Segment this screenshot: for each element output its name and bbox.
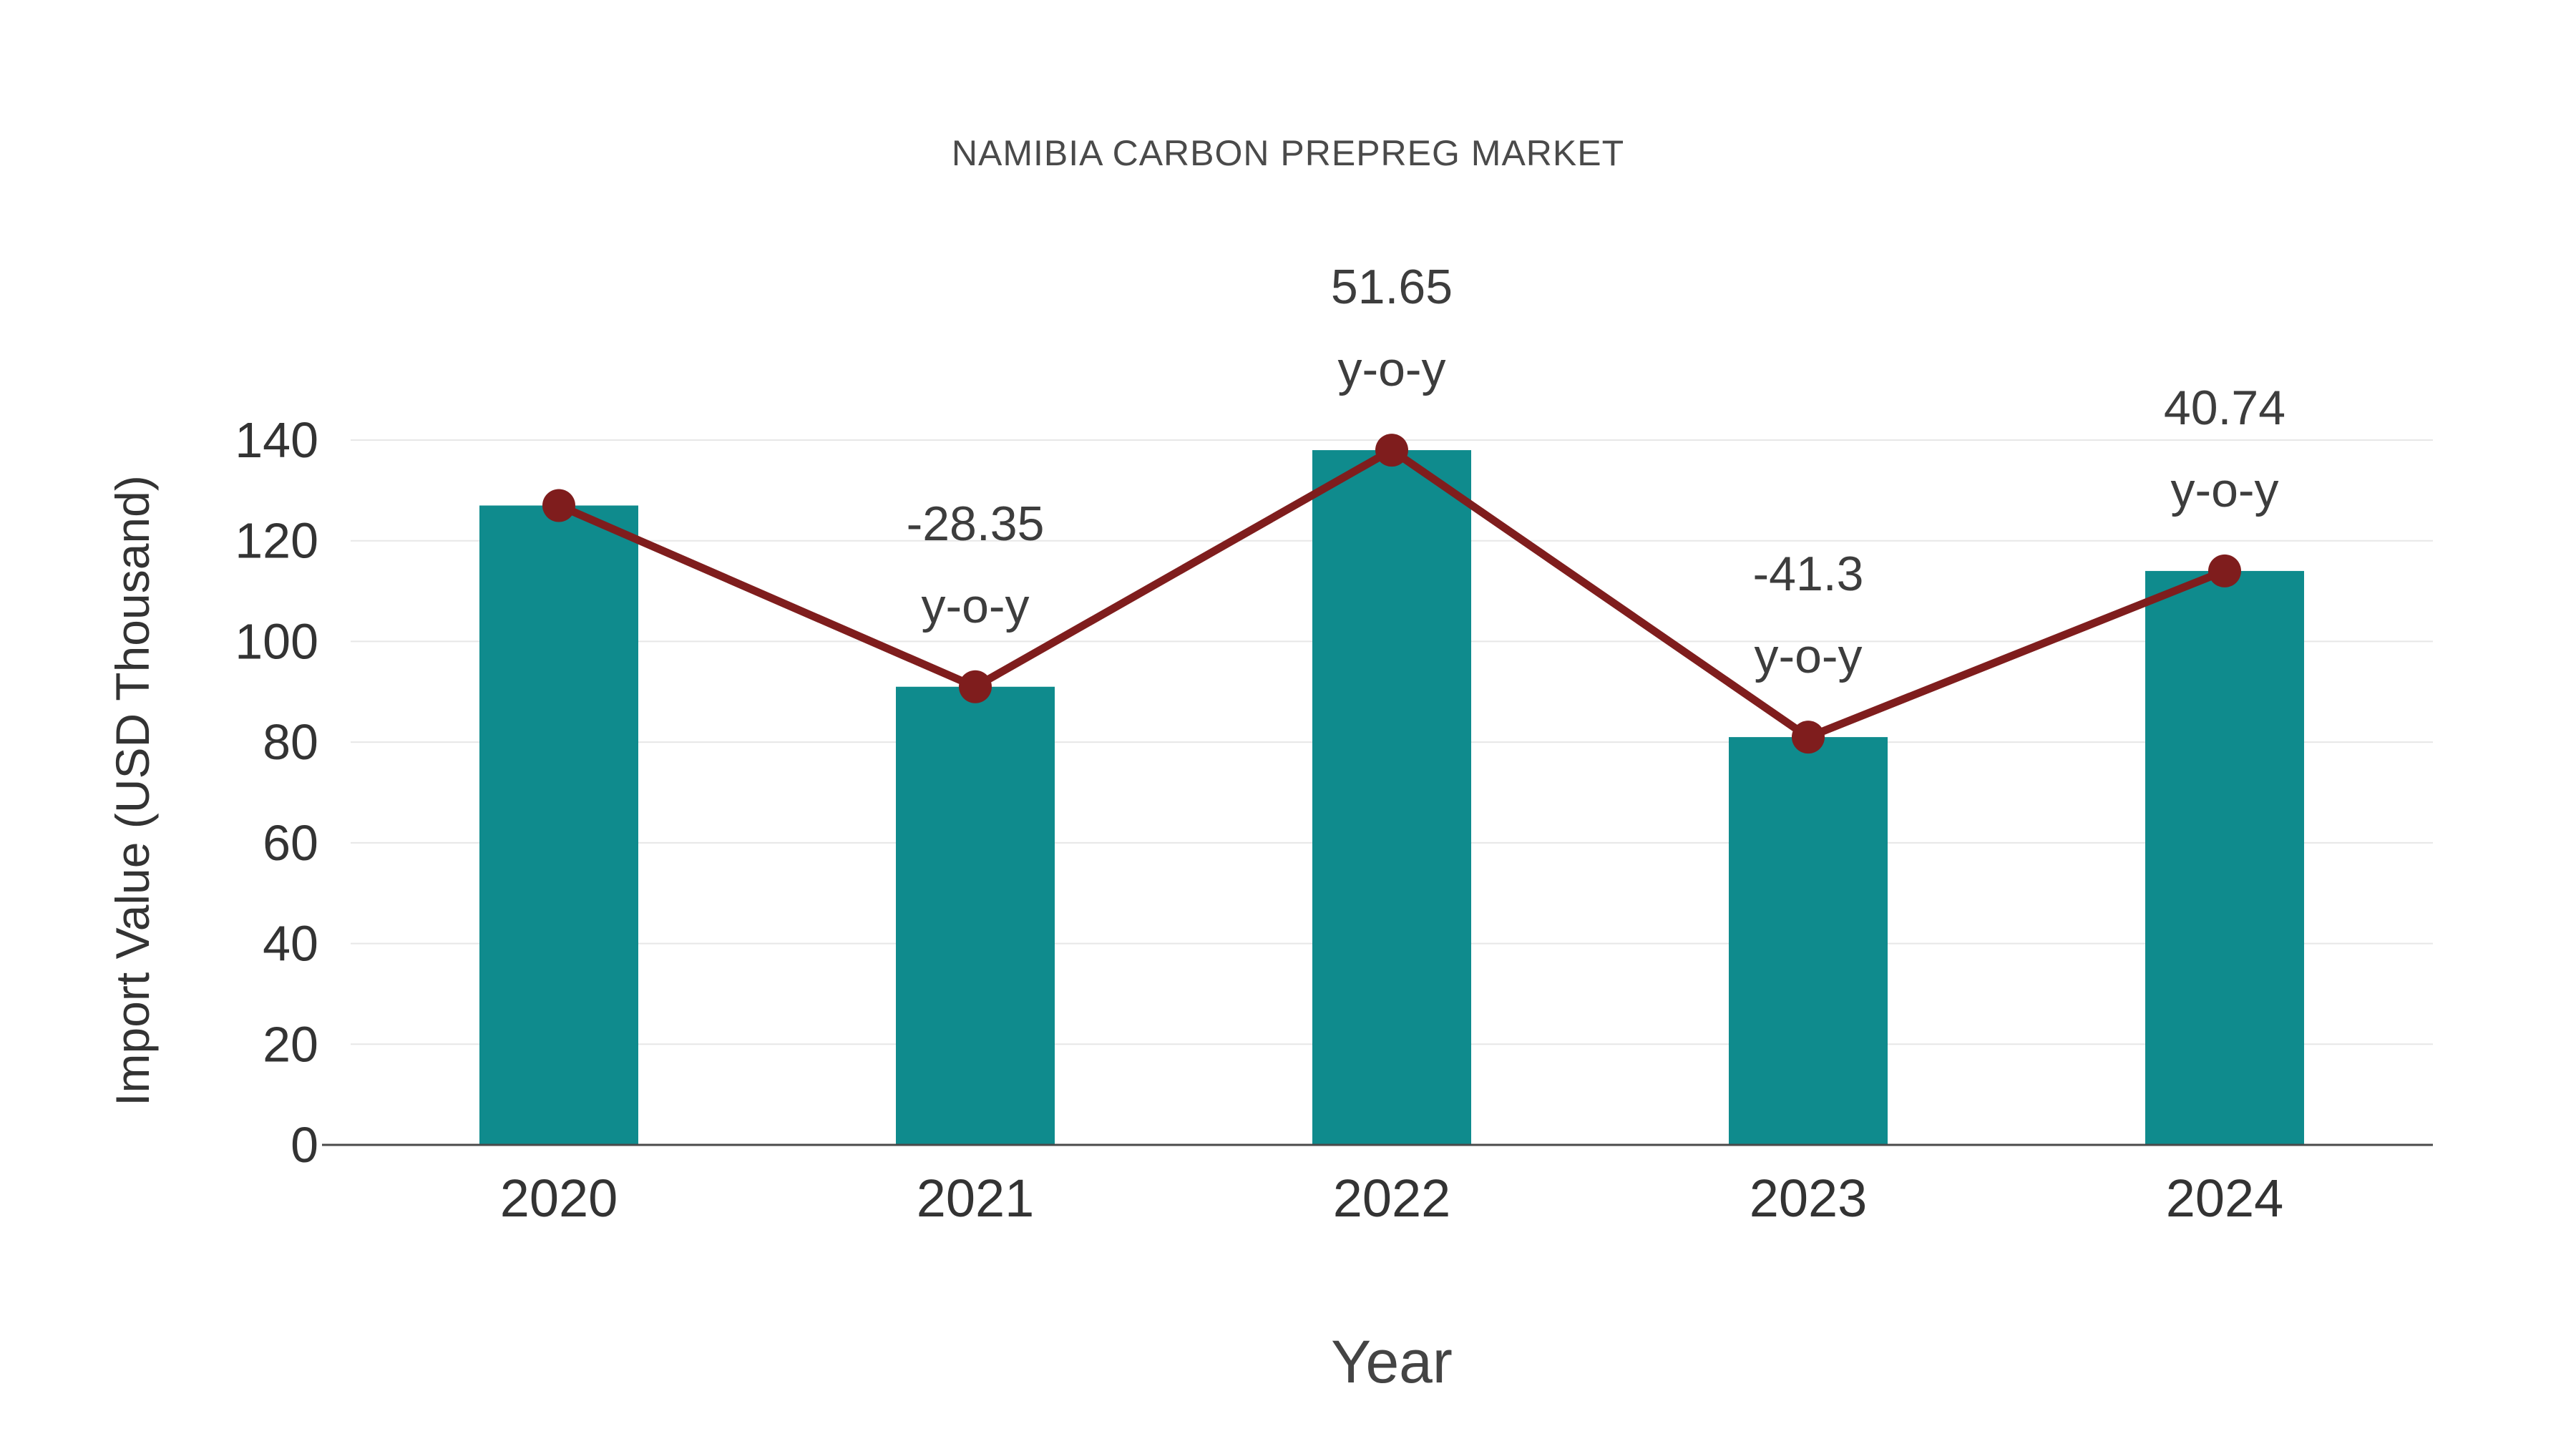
annotation-label: y-o-y: [921, 579, 1029, 633]
line-marker: [1375, 434, 1408, 467]
annotation-label: y-o-y: [1754, 629, 1862, 683]
bar: [1312, 450, 1471, 1145]
x-tick-label: 2021: [917, 1169, 1035, 1228]
y-tick-label: 80: [263, 714, 318, 770]
annotation-label: y-o-y: [2170, 463, 2278, 517]
bar: [479, 505, 638, 1145]
y-tick-label: 100: [235, 613, 318, 669]
line-marker: [1792, 721, 1825, 754]
annotation-value: -28.35: [907, 497, 1045, 551]
x-tick-label: 2022: [1333, 1169, 1451, 1228]
bar: [896, 686, 1055, 1145]
line-marker: [542, 489, 575, 522]
annotation-label: y-o-y: [1337, 342, 1445, 396]
y-tick-label: 20: [263, 1016, 318, 1072]
y-tick-label: 40: [263, 916, 318, 972]
x-axis-label: Year: [1331, 1328, 1453, 1395]
x-tick-label: 2023: [1750, 1169, 1868, 1228]
y-tick-label: 0: [291, 1117, 318, 1173]
line-marker: [2208, 554, 2241, 587]
x-tick-label: 2024: [2166, 1169, 2284, 1228]
annotation-value: -41.3: [1753, 547, 1864, 601]
y-tick-label: 140: [235, 412, 318, 468]
y-tick-label: 60: [263, 815, 318, 871]
bar: [1729, 737, 1888, 1145]
y-tick-label: 120: [235, 513, 318, 569]
annotation-value: 40.74: [2164, 381, 2285, 435]
chart-title: NAMIBIA CARBON PREPREG MARKET: [951, 133, 1625, 173]
x-tick-label: 2020: [500, 1169, 618, 1228]
bar: [2145, 570, 2304, 1145]
annotation-value: 51.65: [1331, 260, 1453, 314]
line-marker: [959, 670, 992, 703]
